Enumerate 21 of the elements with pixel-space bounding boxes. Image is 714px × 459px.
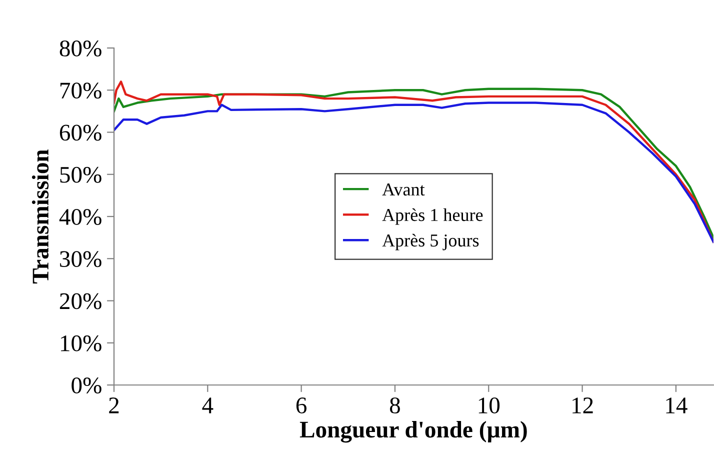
x-tick-label: 4	[202, 398, 214, 414]
y-tick-label: 60%	[60, 124, 102, 141]
x-tick-label: 14	[666, 398, 688, 414]
y-tick-label: 30%	[60, 251, 102, 268]
y-tick-label: 20%	[60, 293, 102, 310]
x-tick-label: 8	[390, 397, 400, 414]
y-tick-label: 50%	[60, 166, 102, 183]
y-axis-title: Transmission	[32, 150, 49, 284]
y-tick-label: 40%	[59, 208, 102, 225]
x-tick-label: 6	[296, 398, 307, 414]
legend-label: Avant	[382, 183, 425, 196]
x-tick-label: 10	[478, 397, 500, 414]
x-axis-title: Longueur d'onde (µm)	[300, 420, 527, 443]
legend-label: Après 1 heure	[382, 208, 483, 225]
legend-label: Après 5 jours	[382, 234, 479, 250]
y-tick-label: 0%	[72, 377, 102, 394]
y-tick-label: 80%	[60, 40, 102, 56]
x-tick-label: 2	[109, 398, 119, 414]
x-tick-label: 12	[572, 398, 593, 414]
y-tick-label: 10%	[60, 335, 102, 352]
y-tick-label: 70%	[60, 82, 102, 99]
